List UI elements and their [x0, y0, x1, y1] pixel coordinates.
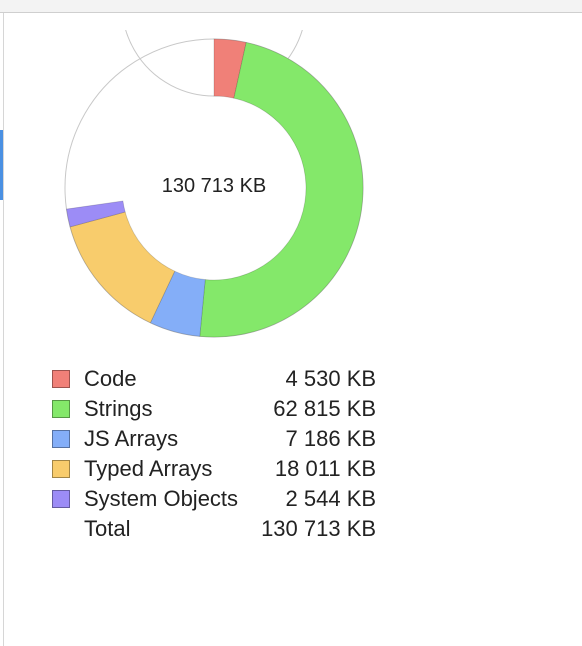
donut-chart: 130 713 KB	[56, 30, 372, 346]
donut-slice-typed-arrays	[69, 211, 176, 324]
legend-label-js-arrays: JS Arrays	[84, 426, 179, 451]
legend-label-strings: Strings	[84, 396, 153, 421]
legend-value-strings: 62 815 KB	[273, 396, 377, 421]
donut-chart-svg	[64, 30, 364, 338]
legend-row-system-objects: System Objects 2 544 KB	[52, 484, 376, 514]
legend-label-code: Code	[84, 366, 137, 391]
legend-swatch-system-objects	[52, 490, 70, 508]
legend-value-typed-arrays: 18 011 KB	[274, 456, 377, 481]
donut-slice-system-objects	[66, 200, 126, 228]
legend-value-js-arrays: 7 186 KB	[285, 426, 377, 451]
legend-label-total: Total	[84, 516, 131, 541]
legend-table: Code 4 530 KB Strings 62 815 KB JS Array…	[52, 364, 376, 544]
legend-swatch-typed-arrays	[52, 460, 70, 478]
legend-swatch-js-arrays	[52, 430, 70, 448]
legend-row-js-arrays: JS Arrays 7 186 KB	[52, 424, 376, 454]
legend-value-system-objects: 2 544 KB	[285, 486, 377, 511]
legend-row-total: Total 130 713 KB	[52, 514, 376, 544]
panel-divider[interactable]	[0, 13, 4, 646]
legend-value-total: 130 713 KB	[261, 516, 377, 541]
legend-row-typed-arrays: Typed Arrays 18 011 KB	[52, 454, 376, 484]
legend-row-code: Code 4 530 KB	[52, 364, 376, 394]
selection-accent	[0, 130, 3, 200]
legend-label-typed-arrays: Typed Arrays	[84, 456, 213, 481]
toolbar-strip	[0, 0, 582, 13]
legend-label-system-objects: System Objects	[84, 486, 239, 511]
legend-swatch-code	[52, 370, 70, 388]
donut-slice-strings	[199, 42, 364, 338]
legend-row-strings: Strings 62 815 KB	[52, 394, 376, 424]
legend-swatch-strings	[52, 400, 70, 418]
legend-value-code: 4 530 KB	[285, 366, 377, 391]
donut-center-total: 130 713 KB	[161, 175, 267, 197]
